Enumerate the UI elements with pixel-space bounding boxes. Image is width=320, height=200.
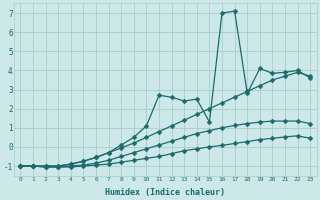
X-axis label: Humidex (Indice chaleur): Humidex (Indice chaleur) — [105, 188, 225, 197]
